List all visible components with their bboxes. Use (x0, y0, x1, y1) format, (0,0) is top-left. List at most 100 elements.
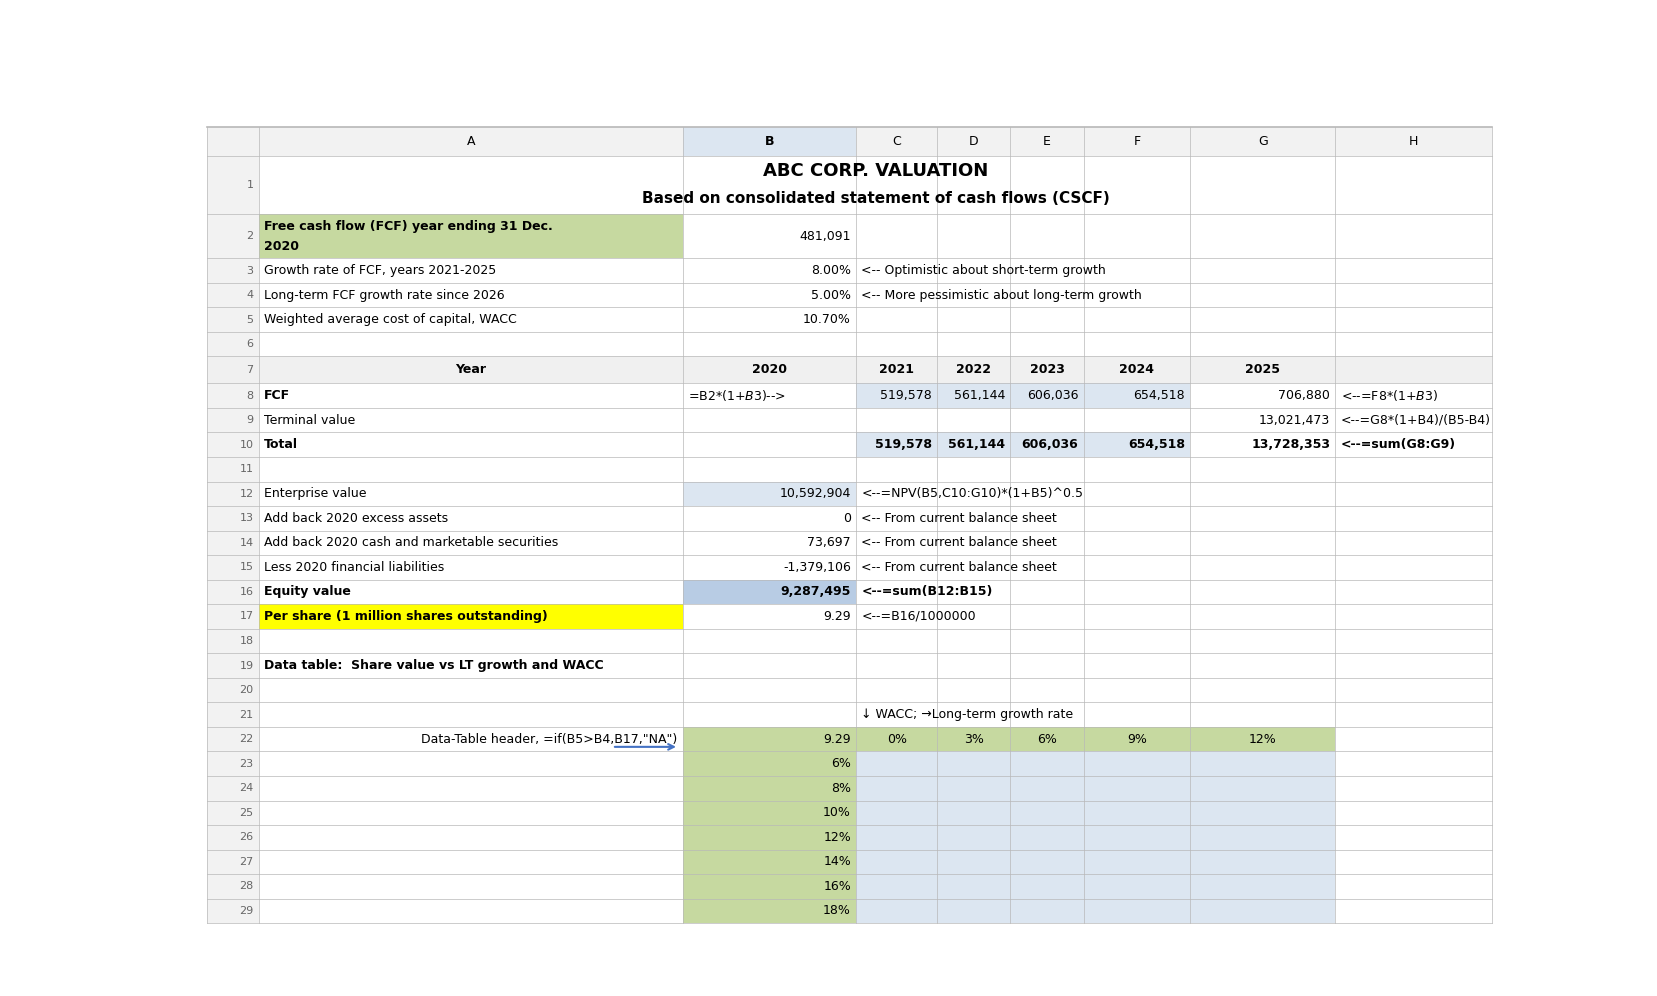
Text: 706,880: 706,880 (1278, 389, 1329, 402)
Text: 10%: 10% (822, 807, 850, 820)
Text: =B2*(1+$B$3)-->: =B2*(1+$B$3)--> (688, 388, 785, 403)
Text: 13,021,473: 13,021,473 (1258, 413, 1329, 426)
Text: 18%: 18% (822, 904, 850, 917)
Bar (207, 605, 258, 628)
Text: Terminal value: Terminal value (263, 413, 355, 426)
Bar (207, 776, 258, 801)
Bar (1009, 383, 1084, 408)
Text: 15: 15 (239, 563, 254, 573)
Bar (207, 727, 258, 751)
Bar (207, 850, 258, 874)
Bar (207, 457, 258, 481)
Bar (855, 825, 1334, 850)
Text: 9: 9 (247, 415, 254, 425)
Text: Total: Total (263, 438, 298, 451)
Bar (683, 727, 1334, 751)
Bar (1084, 383, 1190, 408)
Bar (207, 555, 258, 580)
Bar (258, 214, 683, 258)
Text: 17: 17 (239, 612, 254, 622)
Text: 16%: 16% (824, 879, 850, 893)
Bar (936, 127, 1009, 156)
Text: ↓ WACC; →Long-term growth rate: ↓ WACC; →Long-term growth rate (860, 708, 1072, 721)
Text: 20: 20 (239, 685, 254, 695)
Bar (683, 801, 855, 825)
Text: 9.29: 9.29 (824, 610, 850, 622)
Text: 26: 26 (239, 833, 254, 843)
Text: ABC CORP. VALUATION: ABC CORP. VALUATION (762, 162, 988, 180)
Text: 2023: 2023 (1029, 364, 1064, 376)
Text: <-- From current balance sheet: <-- From current balance sheet (860, 512, 1057, 525)
Bar (683, 751, 855, 776)
Text: 12%: 12% (1248, 733, 1276, 746)
Bar (855, 874, 1334, 898)
Text: <--=F8*(1+$B$3): <--=F8*(1+$B$3) (1341, 388, 1437, 403)
Bar (207, 481, 258, 506)
Text: 0: 0 (842, 512, 850, 525)
Text: 606,036: 606,036 (1021, 438, 1077, 451)
Text: <-- Optimistic about short-term growth: <-- Optimistic about short-term growth (860, 264, 1105, 277)
Bar (683, 580, 855, 605)
Text: 2021: 2021 (878, 364, 913, 376)
Text: 27: 27 (239, 857, 254, 867)
Text: 73,697: 73,697 (807, 537, 850, 550)
Text: 481,091: 481,091 (799, 230, 850, 243)
Bar (855, 357, 936, 383)
Text: 7: 7 (247, 365, 254, 374)
Bar (207, 127, 258, 156)
Text: Data table:  Share value vs LT growth and WACC: Data table: Share value vs LT growth and… (263, 659, 603, 672)
Text: 14: 14 (239, 538, 254, 548)
Text: 13: 13 (239, 513, 254, 523)
Text: 29: 29 (239, 906, 254, 916)
Text: 2025: 2025 (1244, 364, 1279, 376)
Bar (1334, 127, 1491, 156)
Text: 9,287,495: 9,287,495 (780, 586, 850, 599)
Text: B: B (764, 135, 774, 148)
Bar (1009, 357, 1084, 383)
Text: 24: 24 (239, 783, 254, 793)
Bar (207, 506, 258, 531)
Text: Per share (1 million shares outstanding): Per share (1 million shares outstanding) (263, 610, 547, 622)
Text: 10,592,904: 10,592,904 (779, 487, 850, 500)
Bar (683, 850, 855, 874)
Text: 23: 23 (239, 759, 254, 769)
Bar (1190, 357, 1334, 383)
Text: E: E (1042, 135, 1051, 148)
Bar (207, 357, 258, 383)
Text: 25: 25 (239, 808, 254, 818)
Text: <--=G8*(1+B4)/(B5-B4): <--=G8*(1+B4)/(B5-B4) (1341, 413, 1490, 426)
Text: Growth rate of FCF, years 2021-2025: Growth rate of FCF, years 2021-2025 (263, 264, 495, 277)
Bar (258, 605, 683, 628)
Text: Weighted average cost of capital, WACC: Weighted average cost of capital, WACC (263, 313, 517, 326)
Text: 12%: 12% (824, 831, 850, 844)
Text: 654,518: 654,518 (1127, 438, 1185, 451)
Text: 3: 3 (247, 266, 254, 276)
Bar (207, 258, 258, 283)
Text: 654,518: 654,518 (1133, 389, 1185, 402)
Text: 5.00%: 5.00% (810, 289, 850, 302)
Text: 8.00%: 8.00% (810, 264, 850, 277)
Bar (207, 801, 258, 825)
Text: Less 2020 financial liabilities: Less 2020 financial liabilities (263, 561, 444, 574)
Text: 2022: 2022 (956, 364, 991, 376)
Text: G: G (1258, 135, 1268, 148)
Text: Free cash flow (FCF) year ending 31 Dec.: Free cash flow (FCF) year ending 31 Dec. (263, 220, 552, 233)
Text: 11: 11 (239, 464, 254, 474)
Bar (1084, 432, 1190, 457)
Text: 4: 4 (247, 290, 254, 300)
Text: Data-Table header, =if(B5>B4,B17,"NA"): Data-Table header, =if(B5>B4,B17,"NA") (421, 733, 678, 746)
Text: 2024: 2024 (1118, 364, 1153, 376)
Text: 16: 16 (239, 587, 254, 597)
Text: 14%: 14% (824, 856, 850, 869)
Text: 561,144: 561,144 (953, 389, 1004, 402)
Bar (683, 825, 855, 850)
Text: 561,144: 561,144 (948, 438, 1004, 451)
Bar (207, 653, 258, 678)
Text: A: A (466, 135, 474, 148)
Text: <--=sum(B12:B15): <--=sum(B12:B15) (860, 586, 993, 599)
Text: 18: 18 (239, 636, 254, 646)
Text: <--=NPV(B5,C10:G10)*(1+B5)^0.5: <--=NPV(B5,C10:G10)*(1+B5)^0.5 (860, 487, 1082, 500)
Bar (855, 850, 1334, 874)
Bar (855, 776, 1334, 801)
Bar (207, 432, 258, 457)
